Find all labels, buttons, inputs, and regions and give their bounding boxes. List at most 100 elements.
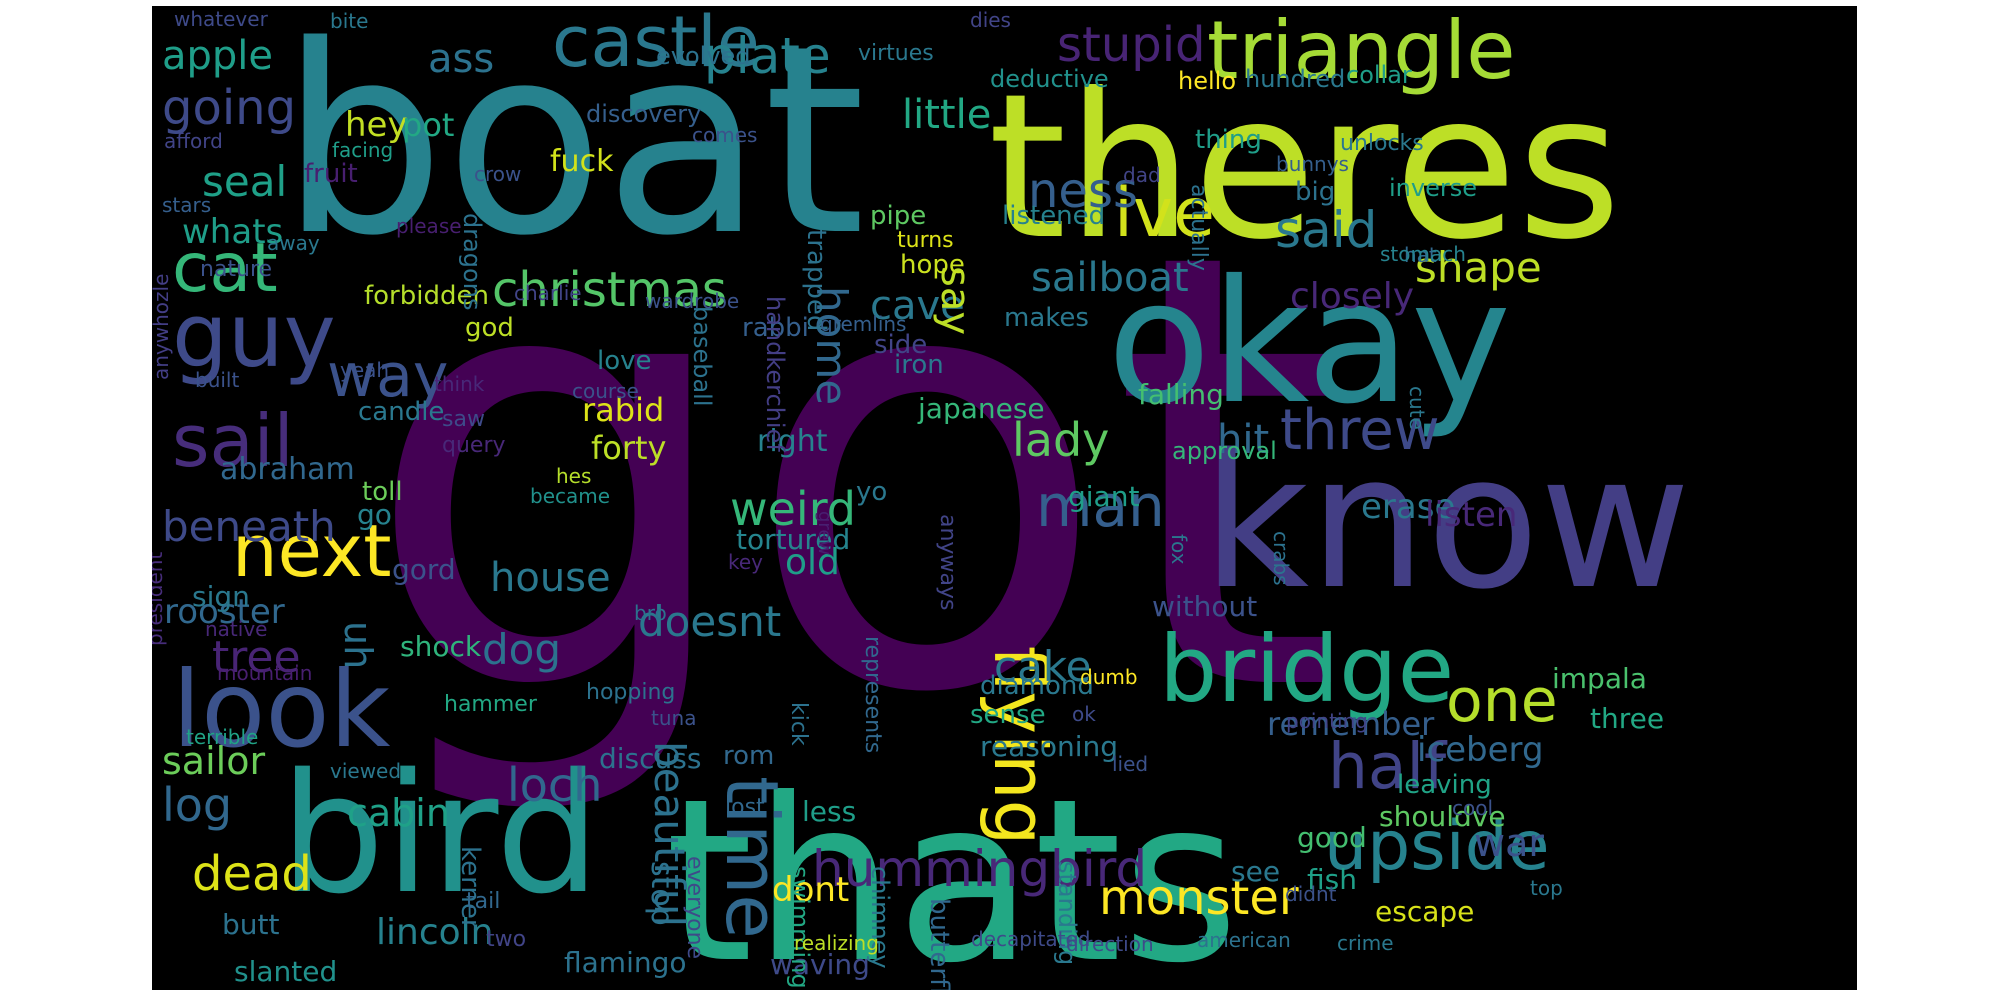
word-god: god	[465, 313, 514, 343]
word-sign: sign	[192, 580, 250, 613]
word-half: half	[1328, 730, 1448, 803]
word-handkerchief: handkerchief	[761, 296, 789, 452]
word-trapped: trapped	[801, 229, 831, 331]
word-crime: crime	[1337, 931, 1394, 955]
word-tree: tree	[212, 632, 301, 683]
word-native: native	[205, 617, 267, 641]
word-thats: thats	[665, 751, 1239, 990]
word-approval: approval	[1172, 437, 1277, 465]
word-theres: theres	[988, 51, 1621, 284]
word-beneath: beneath	[162, 502, 336, 551]
word-discovery: discovery	[586, 100, 701, 128]
word-virtues: virtues	[858, 41, 934, 66]
word-dead: dead	[192, 846, 312, 902]
word-president: president	[152, 552, 167, 646]
word-sailboat: sailboat	[1031, 255, 1189, 301]
word-shock: shock	[400, 630, 482, 663]
word-dumb: dumb	[1080, 665, 1138, 689]
word-hey: hey	[345, 105, 408, 145]
word-love: love	[597, 346, 652, 376]
word-inverse: inverse	[1389, 174, 1477, 202]
word-look: look	[172, 649, 391, 771]
word-hummingbird: hummingbird	[812, 840, 1147, 898]
word-cloud-background	[152, 6, 1857, 990]
word-mountain: mountain	[217, 661, 312, 685]
word-query: query	[442, 433, 506, 458]
word-going: going	[162, 80, 296, 136]
word-dog: dog	[482, 625, 561, 674]
word-viewed: viewed	[330, 759, 401, 783]
word-forty: forty	[591, 429, 666, 467]
word-anyways: anyways	[935, 514, 960, 610]
word-ok: ok	[1072, 702, 1096, 726]
word-dad: dad	[1123, 163, 1161, 187]
word-please: please	[396, 214, 462, 238]
word-whats: whats	[182, 212, 283, 252]
word-iceberg: iceberg	[1417, 730, 1544, 770]
word-candle: candle	[358, 397, 444, 427]
word-tail: tail	[466, 889, 500, 914]
word-decapitated: decapitated	[971, 927, 1090, 951]
word-upside: upside	[1324, 807, 1550, 886]
word-tuna: tuna	[651, 706, 696, 730]
word-diamond: diamond	[980, 671, 1094, 701]
word-hopping: hopping	[586, 680, 675, 705]
word-afford: afford	[164, 129, 223, 153]
word-see: see	[1231, 855, 1280, 888]
word-say: say	[932, 266, 978, 335]
word-listened: listened	[1002, 201, 1105, 231]
word-rabid: rabid	[582, 391, 664, 429]
word-baseball: baseball	[688, 306, 716, 407]
word-makes: makes	[1004, 303, 1089, 333]
word-giant: giant	[1068, 480, 1139, 513]
word-crabs: crabs	[1269, 531, 1293, 586]
word-ass: ass	[428, 36, 494, 82]
word-hes: hes	[556, 464, 591, 488]
word-without: without	[1152, 590, 1257, 623]
word-castle: castle	[552, 6, 760, 83]
word-loch: loch	[507, 758, 602, 812]
word-comes: comes	[692, 123, 757, 147]
word-sense: sense	[970, 700, 1046, 730]
word-butt: butt	[222, 908, 279, 941]
word-kick: kick	[786, 702, 811, 746]
word-bridge: bridge	[1159, 616, 1454, 723]
word-course: course	[572, 379, 639, 403]
word-reasoning: reasoning	[980, 730, 1118, 763]
word-ness: ness	[1028, 163, 1138, 219]
word-hope: hope	[900, 250, 965, 280]
word-swimming: swimming	[786, 866, 814, 989]
word-lady: lady	[1012, 413, 1109, 467]
word-old: old	[785, 542, 840, 583]
word-stupid: stupid	[1057, 17, 1206, 73]
word-dragons: dragons	[458, 213, 486, 310]
word-realizing: realizing	[794, 931, 879, 955]
word-erase: erase	[1361, 487, 1455, 527]
word-three: three	[1590, 702, 1664, 735]
word-sail: sail	[172, 399, 294, 483]
word-weird: weird	[730, 482, 856, 536]
word-slanted: slanted	[234, 955, 337, 988]
word-tortured: tortured	[736, 523, 850, 556]
word-grew: grew	[814, 511, 835, 555]
word-bite: bite	[330, 9, 368, 33]
word-said: said	[1275, 201, 1377, 259]
word-cat: cat	[172, 229, 278, 308]
word-key: key	[728, 550, 763, 574]
word-away: away	[267, 231, 320, 255]
word-closely: closely	[1290, 276, 1414, 317]
word-japanese: japanese	[917, 392, 1045, 425]
word-forbidden: forbidden	[364, 281, 489, 311]
word-house: house	[490, 555, 611, 601]
word-triangle: triangle	[1207, 6, 1515, 97]
word-war: war	[1474, 821, 1544, 865]
word-pointing: pointing	[1286, 709, 1368, 733]
word-whatever: whatever	[174, 7, 269, 31]
word-kerner: kerner	[455, 846, 485, 930]
word-plate: plate	[704, 27, 831, 85]
word-stars: stars	[162, 193, 211, 217]
word-terrible: terrible	[186, 725, 258, 749]
word-pipe: pipe	[870, 201, 926, 231]
word-deductive: deductive	[990, 65, 1109, 93]
word-time: time	[710, 776, 794, 939]
